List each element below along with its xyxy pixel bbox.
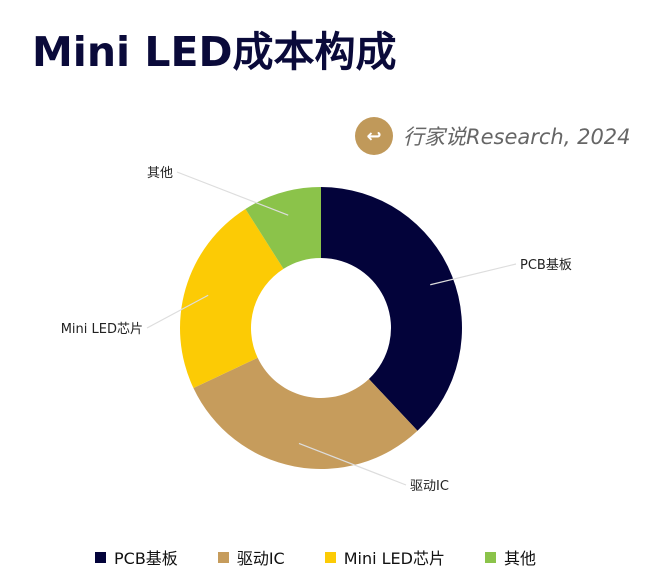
legend-swatch <box>95 551 106 563</box>
donut-slice-0 <box>321 187 462 431</box>
leader-line-3 <box>176 171 289 216</box>
source-text: 行家说Research, 2024 <box>403 125 631 149</box>
leader-line-0 <box>430 263 517 286</box>
legend-label: PCB基板 <box>114 549 178 568</box>
legend-item-2: Mini LED芯片 <box>324 545 445 569</box>
legend-item-3: 其他 <box>485 545 536 569</box>
donut-slice-3 <box>245 187 321 269</box>
legend-swatch <box>485 551 496 563</box>
slice-label-3: 其他 <box>147 166 173 181</box>
legend-label: Mini LED芯片 <box>343 549 445 568</box>
leader-line-2 <box>146 294 209 329</box>
legend: PCB基板 驱动IC Mini LED芯片 其他 <box>95 545 536 569</box>
legend-swatch <box>217 551 229 563</box>
legend-item-0: PCB基板 <box>95 545 178 569</box>
source-credit: ↩ 行家说Research, 2024 <box>355 117 631 155</box>
legend-item-1: 驱动IC <box>217 545 285 569</box>
brand-logo-icon: ↩ <box>355 117 393 155</box>
slice-label-0: PCB基板 <box>520 258 572 273</box>
chart-title: Mini LED成本构成 <box>32 28 397 76</box>
legend-label: 其他 <box>504 549 537 568</box>
slice-label-2: Mini LED芯片 <box>61 322 143 337</box>
legend-swatch <box>324 551 336 563</box>
slice-label-1: 驱动IC <box>410 479 449 494</box>
donut-slice-1 <box>193 357 418 469</box>
leader-line-1 <box>298 442 407 486</box>
legend-label: 驱动IC <box>236 549 285 568</box>
donut-slice-2 <box>180 208 284 389</box>
